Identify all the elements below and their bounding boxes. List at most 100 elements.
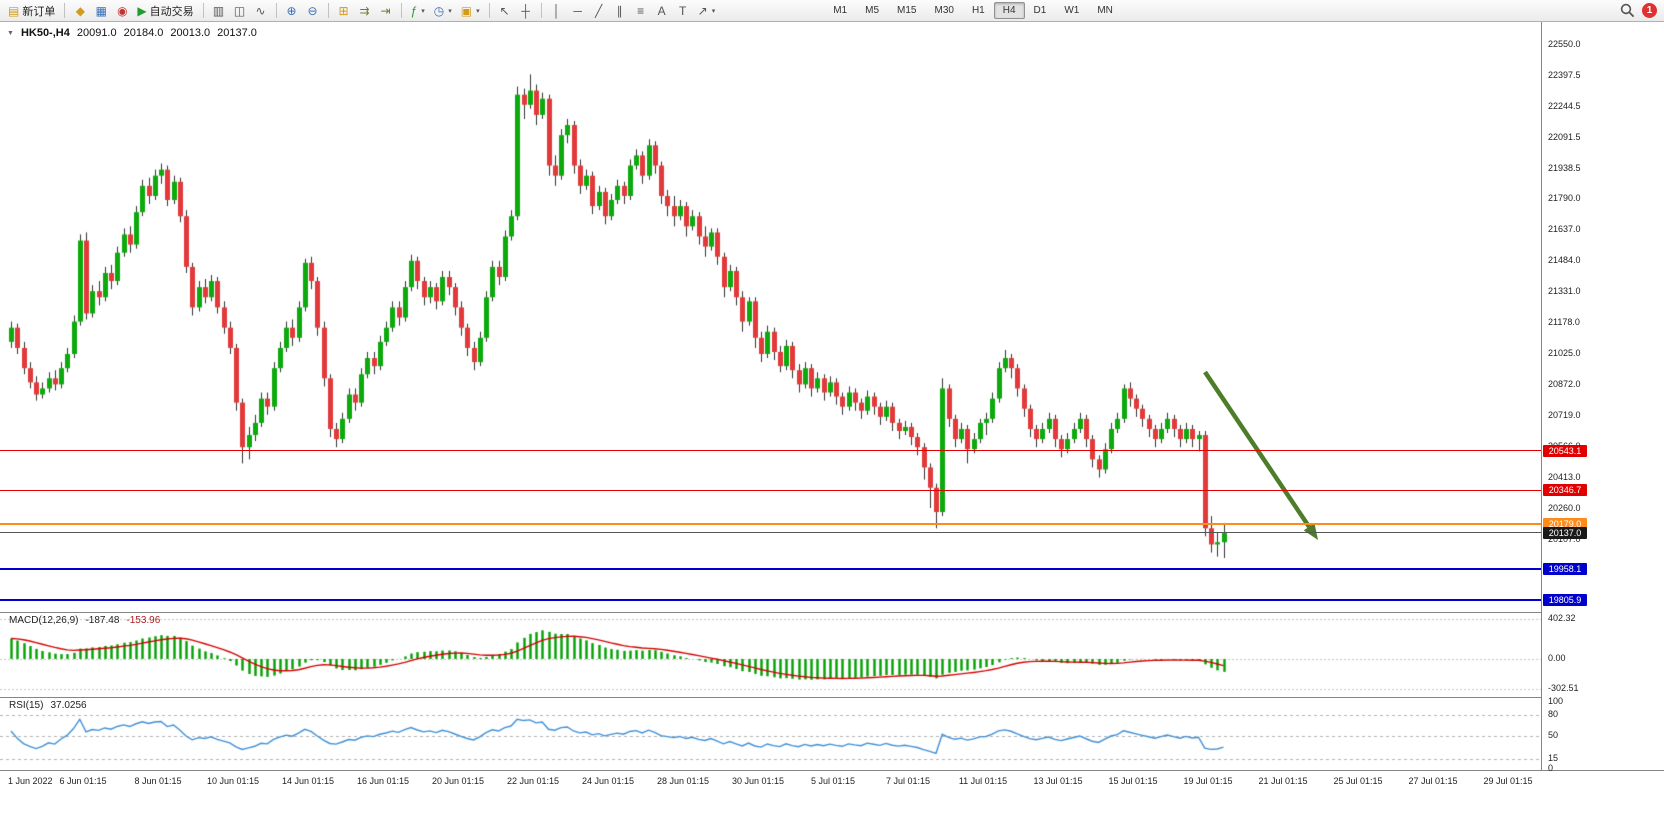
one-click-trading-icon[interactable]: ▼ <box>7 29 14 37</box>
metaeditor-button[interactable]: ◆ <box>70 1 90 20</box>
time-label: 7 Jul 01:15 <box>885 776 931 786</box>
timeframe-m30[interactable]: M30 <box>925 2 962 19</box>
bar-chart-button[interactable]: ▥ <box>209 1 229 20</box>
new-order-button[interactable]: ▤ 新订单 <box>4 1 59 20</box>
search-button[interactable] <box>1620 3 1635 18</box>
horizontal-line-19805.9[interactable] <box>0 599 1541 601</box>
chevron-down-icon: ▾ <box>448 7 452 15</box>
rsi-value: 37.0256 <box>50 700 87 711</box>
timeframe-w1[interactable]: W1 <box>1055 2 1088 19</box>
price-tick: 22397.5 <box>1548 69 1581 80</box>
timeframe-m1[interactable]: M1 <box>824 2 856 19</box>
timeframe-m5[interactable]: M5 <box>856 2 888 19</box>
search-icon <box>1620 3 1635 18</box>
price-tick: 22244.5 <box>1548 100 1581 111</box>
timeframe-m15[interactable]: M15 <box>888 2 925 19</box>
channel-icon: ∥ <box>616 3 623 18</box>
horizontal-line-20179.0[interactable] <box>0 523 1541 526</box>
rsi-label: RSI(15) 37.0256 <box>9 700 87 711</box>
line-chart-icon: ∿ <box>255 3 266 18</box>
zoom-out-button[interactable]: ⊖ <box>303 1 323 20</box>
auto-trading-label: 自动交易 <box>149 5 194 18</box>
channel-button[interactable]: ∥ <box>610 1 630 20</box>
notification-badge[interactable]: 1 <box>1642 3 1657 18</box>
rsi-scale-label: 0 <box>1548 763 1554 773</box>
text-tool-button[interactable]: A <box>652 1 672 20</box>
toolbar-separator <box>540 3 542 18</box>
macd-chart[interactable] <box>0 613 1541 696</box>
price-axis[interactable]: 22550.0 22397.5 22244.5 22091.5 21938.5 21790… <box>1541 22 1664 773</box>
toolbar-separator <box>275 3 277 18</box>
macd-scale-label: 0.00 <box>1548 652 1566 663</box>
chart-shift-button[interactable]: ⇥ <box>376 1 396 20</box>
horizontal-line-19958.1[interactable] <box>0 568 1541 571</box>
main-chart[interactable]: ▼ HK50-,H4 20091.0 20184.0 20013.0 20137… <box>0 22 1541 611</box>
horizontal-line-20137.0[interactable] <box>0 532 1541 534</box>
zoom-in-button[interactable]: ⊕ <box>282 1 302 20</box>
price-badge-19958.1: 19958.1 <box>1543 563 1587 576</box>
toolbar-separator <box>202 3 204 18</box>
price-tick: 21331.0 <box>1548 285 1581 296</box>
time-label: 20 Jun 01:15 <box>431 776 485 786</box>
ohlc-high: 20184.0 <box>123 27 164 39</box>
macd-panel[interactable]: MACD(12,26,9) -187.48 -153.96 <box>0 612 1541 696</box>
trendline-icon: ╱ <box>595 3 603 18</box>
chevron-down-icon: ▾ <box>476 7 480 15</box>
timeframe-h4[interactable]: H4 <box>993 2 1025 19</box>
time-axis[interactable]: 1 Jun 2022 6 Jun 01:15 8 Jun 01:15 10 Jun 0… <box>0 770 1664 839</box>
timeframe-mn[interactable]: MN <box>1088 2 1122 19</box>
tile-windows-button[interactable]: ⊞ <box>334 1 354 20</box>
horizontal-line-icon: ─ <box>573 3 582 18</box>
time-label: 21 Jul 01:15 <box>1258 776 1308 786</box>
auto-trading-icon: ▶ <box>137 3 147 18</box>
indicators-button[interactable]: ƒ ▾ <box>407 1 429 20</box>
rsi-title: RSI(15) <box>9 700 44 711</box>
macd-title: MACD(12,26,9) <box>9 615 79 626</box>
candlestick-chart-icon: ◫ <box>233 3 246 18</box>
time-label: 10 Jun 01:15 <box>206 776 260 786</box>
templates-button[interactable]: ▣ ▾ <box>457 1 484 20</box>
time-label: 8 Jun 01:15 <box>134 776 182 786</box>
crosshair-button[interactable]: ┼ <box>516 1 536 20</box>
navigator-button[interactable]: ◉ <box>112 1 132 20</box>
time-label: 13 Jul 01:15 <box>1033 776 1083 786</box>
periods-icon: ◷ <box>433 3 445 18</box>
market-watch-button[interactable]: ▦ <box>91 1 111 20</box>
timeframe-h1[interactable]: H1 <box>963 2 994 19</box>
price-tick: 20872.0 <box>1548 378 1581 389</box>
trendline-button[interactable]: ╱ <box>589 1 609 20</box>
price-tick: 21178.0 <box>1548 316 1580 327</box>
rsi-chart[interactable] <box>0 698 1541 770</box>
horizontal-line-20543.1[interactable] <box>0 450 1541 452</box>
candlestick-chart-button[interactable]: ◫ <box>230 1 250 20</box>
price-tick: 21938.5 <box>1548 162 1581 173</box>
line-chart-button[interactable]: ∿ <box>251 1 271 20</box>
timeframe-d1[interactable]: D1 <box>1025 2 1056 19</box>
auto-trading-button[interactable]: ▶ 自动交易 <box>133 1 197 20</box>
new-order-icon: ▤ <box>8 3 20 18</box>
macd-scale-label: -302.51 <box>1548 683 1579 693</box>
time-label: 30 Jun 01:15 <box>731 776 785 786</box>
indicators-icon: ƒ <box>410 3 418 18</box>
fibonacci-button[interactable]: ≡ <box>631 1 651 20</box>
price-tick: 21790.0 <box>1548 192 1581 203</box>
new-order-label: 新订单 <box>22 5 56 18</box>
chevron-down-icon: ▾ <box>711 7 716 15</box>
periods-button[interactable]: ◷ ▾ <box>430 1 456 20</box>
horizontal-line-20346.7[interactable] <box>0 489 1541 491</box>
time-label: 19 Jul 01:15 <box>1183 776 1233 786</box>
rsi-panel[interactable]: RSI(15) 37.0256 <box>0 697 1541 770</box>
tile-windows-icon: ⊞ <box>338 3 349 18</box>
text-tool-icon: A <box>657 3 666 18</box>
auto-scroll-button[interactable]: ⇉ <box>355 1 375 20</box>
auto-scroll-icon: ⇉ <box>359 3 370 18</box>
bar-chart-icon: ▥ <box>212 3 225 18</box>
vertical-line-button[interactable]: │ <box>547 1 567 20</box>
time-label: 1 Jun 2022 <box>8 776 53 786</box>
metaeditor-icon: ◆ <box>75 3 85 18</box>
cursor-button[interactable]: ↖ <box>495 1 515 20</box>
horizontal-line-button[interactable]: ─ <box>568 1 588 20</box>
label-tool-button[interactable]: T <box>673 1 693 20</box>
arrows-tool-button[interactable]: ↗ ▾ <box>694 1 720 20</box>
rsi-scale-label: 100 <box>1548 696 1564 706</box>
